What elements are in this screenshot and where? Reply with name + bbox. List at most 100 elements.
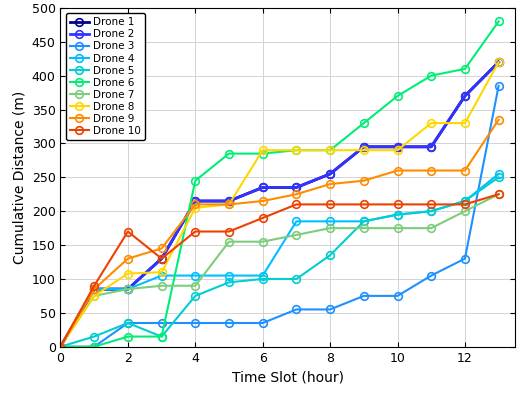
Drone 6 xyxy=(462,67,468,71)
Drone 3 xyxy=(462,256,468,261)
Y-axis label: Cumulative Distance (m): Cumulative Distance (m) xyxy=(12,91,26,264)
Drone 5 xyxy=(327,253,333,258)
Legend: Drone 1, Drone 2, Drone 3, Drone 4, Drone 5, Drone 6, Drone 7, Drone 8, Drone 9,: Drone 1, Drone 2, Drone 3, Drone 4, Dron… xyxy=(66,13,145,140)
Drone 4 xyxy=(327,219,333,224)
Drone 9 xyxy=(57,344,64,349)
Drone 1 xyxy=(226,199,232,203)
Drone 5 xyxy=(91,334,97,339)
Drone 5 xyxy=(462,199,468,203)
Drone 7 xyxy=(226,239,232,244)
Drone 5 xyxy=(394,212,401,217)
Drone 1 xyxy=(495,60,502,65)
Drone 6 xyxy=(57,344,64,349)
Drone 8 xyxy=(361,148,367,152)
Line: Drone 2: Drone 2 xyxy=(57,58,502,351)
Line: Drone 6: Drone 6 xyxy=(57,18,502,351)
Drone 4 xyxy=(361,219,367,224)
Drone 3 xyxy=(91,344,97,349)
Drone 1 xyxy=(57,344,64,349)
Drone 3 xyxy=(226,321,232,325)
Drone 7 xyxy=(91,294,97,298)
Drone 5 xyxy=(495,175,502,180)
Drone 10 xyxy=(57,344,64,349)
Drone 5 xyxy=(125,321,131,325)
Drone 9 xyxy=(192,202,198,207)
Drone 6 xyxy=(226,151,232,156)
Drone 1 xyxy=(462,94,468,98)
Drone 7 xyxy=(361,226,367,230)
Drone 3 xyxy=(361,294,367,298)
Drone 3 xyxy=(294,307,300,312)
Drone 9 xyxy=(495,117,502,122)
Drone 10 xyxy=(226,229,232,234)
Drone 6 xyxy=(495,19,502,24)
Drone 10 xyxy=(91,283,97,288)
Drone 3 xyxy=(259,321,266,325)
Drone 2 xyxy=(361,145,367,149)
Drone 7 xyxy=(57,344,64,349)
Drone 7 xyxy=(259,239,266,244)
Drone 2 xyxy=(125,287,131,292)
Drone 8 xyxy=(192,205,198,210)
Drone 3 xyxy=(57,344,64,349)
Line: Drone 4: Drone 4 xyxy=(57,170,502,351)
Drone 6 xyxy=(428,73,434,78)
Drone 8 xyxy=(158,270,165,275)
Drone 10 xyxy=(462,202,468,207)
Drone 2 xyxy=(462,94,468,98)
Drone 4 xyxy=(259,273,266,278)
Drone 1 xyxy=(158,256,165,261)
Drone 4 xyxy=(462,199,468,203)
Drone 10 xyxy=(192,229,198,234)
Drone 1 xyxy=(327,171,333,176)
Drone 1 xyxy=(394,145,401,149)
Drone 7 xyxy=(462,209,468,214)
Drone 8 xyxy=(495,60,502,65)
Drone 3 xyxy=(158,321,165,325)
Drone 10 xyxy=(158,256,165,261)
Drone 1 xyxy=(192,199,198,203)
Drone 2 xyxy=(57,344,64,349)
Line: Drone 3: Drone 3 xyxy=(57,82,502,351)
Drone 6 xyxy=(158,334,165,339)
Drone 2 xyxy=(327,171,333,176)
Drone 9 xyxy=(158,246,165,251)
Drone 1 xyxy=(294,185,300,190)
Drone 2 xyxy=(394,145,401,149)
Drone 1 xyxy=(125,287,131,292)
Drone 5 xyxy=(192,294,198,298)
Drone 4 xyxy=(91,287,97,292)
Drone 7 xyxy=(394,226,401,230)
Drone 10 xyxy=(125,229,131,234)
Drone 3 xyxy=(428,273,434,278)
Drone 1 xyxy=(259,185,266,190)
Drone 5 xyxy=(259,277,266,281)
Drone 9 xyxy=(91,287,97,292)
Drone 10 xyxy=(361,202,367,207)
Drone 1 xyxy=(361,145,367,149)
Line: Drone 9: Drone 9 xyxy=(57,116,502,351)
Line: Drone 1: Drone 1 xyxy=(57,58,502,351)
Drone 5 xyxy=(226,280,232,285)
Drone 2 xyxy=(158,256,165,261)
Drone 6 xyxy=(259,151,266,156)
Drone 10 xyxy=(327,202,333,207)
Drone 4 xyxy=(57,344,64,349)
Drone 9 xyxy=(428,168,434,173)
Drone 4 xyxy=(226,273,232,278)
Drone 6 xyxy=(192,178,198,183)
Drone 10 xyxy=(294,202,300,207)
Drone 3 xyxy=(125,321,131,325)
Drone 7 xyxy=(192,283,198,288)
Drone 8 xyxy=(428,121,434,125)
Drone 1 xyxy=(428,145,434,149)
Drone 3 xyxy=(495,84,502,88)
Drone 2 xyxy=(294,185,300,190)
Drone 8 xyxy=(327,148,333,152)
Drone 4 xyxy=(158,273,165,278)
Drone 2 xyxy=(192,199,198,203)
Drone 8 xyxy=(294,148,300,152)
Drone 5 xyxy=(294,277,300,281)
Drone 6 xyxy=(125,334,131,339)
Drone 10 xyxy=(259,216,266,220)
